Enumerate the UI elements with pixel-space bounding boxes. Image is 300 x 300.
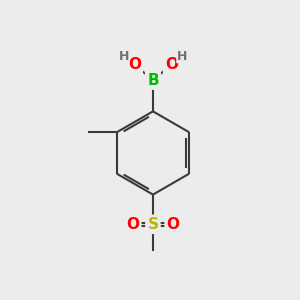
Text: O: O: [167, 217, 180, 232]
Text: H: H: [119, 50, 129, 63]
Text: O: O: [165, 57, 178, 72]
Text: S: S: [148, 217, 158, 232]
Text: B: B: [147, 73, 159, 88]
Text: O: O: [126, 217, 139, 232]
Text: H: H: [177, 50, 187, 63]
Text: O: O: [128, 57, 141, 72]
